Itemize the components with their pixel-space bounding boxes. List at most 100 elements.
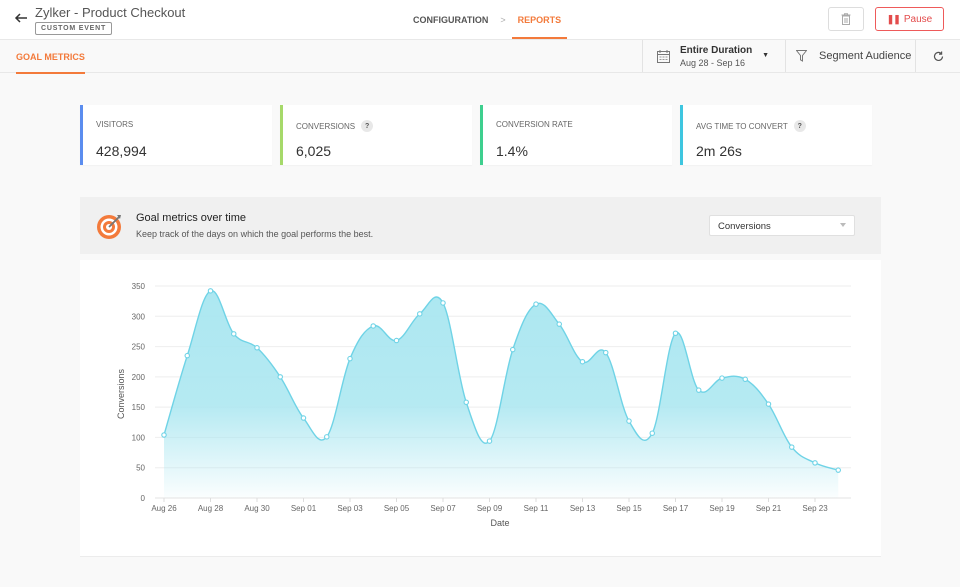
metric-select-value: Conversions [718,221,771,232]
y-tick-label: 100 [132,433,146,442]
segment-audience-button[interactable]: Segment Audience [785,40,915,72]
x-tick-label: Sep 15 [616,504,642,513]
data-point[interactable] [207,288,214,294]
metric-value: 2m 26s [696,143,742,159]
sub-toolbar: GOAL METRICS Entire Duration Aug 28 - Se… [0,40,960,74]
help-icon[interactable]: ? [793,120,806,132]
data-point[interactable] [370,323,376,329]
breadcrumb-separator: > [500,15,506,25]
conversions-area-chart: 0 50 100 150 200 250 300 350 Aug 26 Aug 28 Aug 30 S… [116,282,851,528]
data-point[interactable] [626,418,632,424]
data-point[interactable] [719,375,725,381]
metric-cards: VISITORS 428,994 CONVERSIONS? 6,025 CONV… [80,105,872,165]
goal-metrics-header: Goal metrics over time Keep track of the… [80,197,881,254]
x-tick-label: Sep 17 [663,504,689,513]
y-tick-label: 50 [136,464,145,473]
target-icon [97,215,121,239]
data-point[interactable] [835,467,841,473]
x-tick-label: Sep 21 [756,504,782,513]
x-tick-label: Sep 13 [570,504,596,513]
x-tick-label: Sep 11 [524,504,549,513]
x-tick-label: Aug 28 [198,504,224,513]
data-point[interactable] [556,321,562,327]
refresh-button[interactable] [915,40,960,72]
metric-select[interactable]: Conversions [709,215,855,236]
data-point[interactable] [579,358,586,365]
y-axis-title: Conversions [116,368,126,419]
data-point[interactable] [416,311,423,317]
x-tick-label: Sep 23 [802,504,828,513]
data-point[interactable] [440,300,446,306]
metric-label: VISITORS [96,120,134,129]
chart-panel: 0 50 100 150 200 250 300 350 Aug 26 Aug 28 Aug 30 S… [80,260,881,557]
metric-card-visitors: VISITORS 428,994 [80,105,272,165]
data-point[interactable] [602,349,609,356]
x-tick-label: Aug 30 [244,504,270,513]
pause-button[interactable]: ❚❚ Pause [875,7,944,31]
metric-label: AVG TIME TO CONVERT [696,121,788,131]
caret-down-icon: ▼ [762,52,769,59]
trash-icon [841,13,851,25]
metric-card-conversions: CONVERSIONS? 6,025 [280,105,472,165]
delete-button[interactable] [828,7,864,31]
breadcrumb-reports[interactable]: REPORTS [511,15,567,39]
x-tick-label: Sep 01 [291,504,317,513]
data-point[interactable] [672,330,679,336]
data-point[interactable] [509,346,516,353]
y-tick-label: 150 [132,403,146,412]
data-point[interactable] [533,301,539,307]
chevron-down-icon [840,223,846,227]
data-point[interactable] [300,415,307,421]
data-point[interactable] [324,434,330,440]
custom-event-badge: CUSTOM EVENT [35,22,113,35]
segment-label: Segment Audience [819,50,912,62]
metric-value: 428,994 [96,143,147,159]
metric-label: CONVERSIONS [296,121,356,131]
top-bar: Zylker - Product Checkout CUSTOM EVENT C… [0,0,960,40]
area-fill [164,290,839,498]
data-point[interactable] [788,444,795,450]
data-point[interactable] [277,374,284,380]
data-point[interactable] [695,387,702,393]
duration-title: Entire Duration [680,44,753,56]
data-point[interactable] [649,430,655,436]
data-point[interactable] [765,401,772,407]
x-tick-label: Sep 05 [384,504,410,513]
data-point[interactable] [486,438,493,444]
panel-title: Goal metrics over time [136,212,247,224]
metric-label: CONVERSION RATE [496,120,573,129]
duration-picker[interactable]: Entire Duration Aug 28 - Sep 16 ▼ [642,40,785,72]
data-point[interactable] [161,432,167,438]
x-tick-label: Sep 19 [709,504,735,513]
calendar-icon [657,49,670,63]
data-point[interactable] [393,337,400,344]
page-title: Zylker - Product Checkout [35,5,186,20]
data-point[interactable] [812,460,818,466]
back-arrow-icon[interactable] [13,10,29,26]
metric-card-avg-time: AVG TIME TO CONVERT? 2m 26s [680,105,872,165]
data-point[interactable] [254,345,260,351]
data-point[interactable] [347,355,353,362]
x-tick-label: Sep 03 [337,504,363,513]
x-tick-label: Sep 07 [430,504,456,513]
data-point[interactable] [463,399,469,406]
x-tick-label: Sep 09 [477,504,503,513]
duration-range: Aug 28 - Sep 16 [680,57,746,68]
pause-icon: ❚❚ [886,13,901,24]
metric-value: 1.4% [496,143,528,159]
y-tick-label: 250 [132,343,146,352]
breadcrumb-configuration[interactable]: CONFIGURATION [413,15,489,25]
panel-subtitle: Keep track of the days on which the goal… [136,229,374,239]
refresh-icon [933,51,943,61]
filter-icon [796,50,807,62]
tab-goal-metrics[interactable]: GOAL METRICS [16,52,85,74]
data-point[interactable] [742,376,748,383]
y-tick-label: 300 [132,312,146,321]
x-axis-title: Date [490,518,509,528]
data-point[interactable] [184,352,191,359]
metric-value: 6,025 [296,143,332,159]
y-tick-label: 0 [141,494,146,503]
data-point[interactable] [231,331,237,337]
help-icon[interactable]: ? [361,120,374,132]
metric-card-conversion-rate: CONVERSION RATE 1.4% [480,105,672,165]
